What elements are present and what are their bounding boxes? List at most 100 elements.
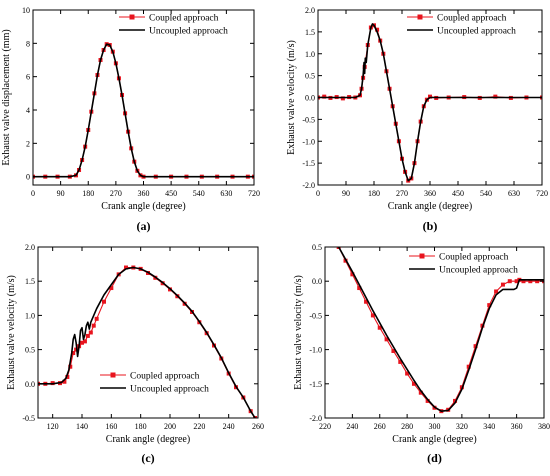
x-tick-label: 0 bbox=[31, 189, 35, 198]
y-tick-label: 0 bbox=[26, 173, 30, 182]
legend-label: Coupled approach bbox=[439, 253, 509, 263]
chart-panel-1: 0 90 180 270 360 450 540 630 720 0 2 4 6 8 10 Crank ang… bbox=[1, 6, 260, 233]
data-point bbox=[528, 279, 533, 284]
series-line-uncoupled bbox=[38, 266, 256, 418]
x-tick-label: 220 bbox=[193, 422, 205, 431]
data-point bbox=[453, 398, 458, 403]
chart-panel-3: 120 140 160 180 200 220 240 260 -0.5 0.0 0.5 1.0 1.5… bbox=[6, 243, 264, 465]
x-tick-label: 380 bbox=[538, 422, 550, 431]
x-tick-label: 450 bbox=[165, 189, 177, 198]
y-tick-label: 2.0 bbox=[25, 243, 35, 252]
y-tick-label: 6 bbox=[26, 73, 30, 82]
x-tick-label: 90 bbox=[57, 189, 65, 198]
data-point bbox=[68, 364, 73, 369]
legend-label: Coupled approach bbox=[149, 14, 219, 24]
y-tick-label: 8 bbox=[26, 39, 30, 48]
y-tick-label: -2.0 bbox=[302, 181, 315, 190]
data-point bbox=[62, 379, 67, 384]
y-tick-label: 1.5 bbox=[305, 28, 315, 37]
y-axis-label: Exhaust valve velocity (m/s) bbox=[293, 275, 304, 390]
x-tick-label: 280 bbox=[401, 422, 413, 431]
x-tick-label: 260 bbox=[252, 422, 264, 431]
data-point bbox=[500, 282, 505, 287]
data-point bbox=[109, 286, 114, 291]
series-group bbox=[33, 42, 254, 179]
legend: Coupled approach Uncoupled approach bbox=[100, 372, 209, 395]
data-point bbox=[85, 333, 90, 338]
legend-label: Uncoupled approach bbox=[149, 27, 228, 37]
x-tick-label: 340 bbox=[483, 422, 495, 431]
y-tick-label: 1.0 bbox=[305, 50, 315, 59]
data-point bbox=[428, 94, 432, 99]
x-tick-label: 240 bbox=[223, 422, 235, 431]
data-point bbox=[493, 94, 498, 99]
data-point bbox=[357, 286, 362, 291]
data-point bbox=[377, 325, 382, 330]
data-point bbox=[322, 94, 327, 99]
x-tick-label: 630 bbox=[220, 189, 232, 198]
data-point bbox=[398, 359, 403, 364]
data-point bbox=[82, 339, 87, 344]
data-point bbox=[375, 27, 380, 32]
y-axis-label: Exhaust valve velocity (m/s) bbox=[286, 40, 297, 155]
legend-label: Uncoupled approach bbox=[130, 385, 209, 395]
x-axis-label: Crank angle (degree) bbox=[106, 434, 190, 445]
x-tick-label: 270 bbox=[110, 189, 122, 198]
y-tick-label: 0.5 bbox=[305, 72, 315, 81]
legend-swatch-marker bbox=[417, 14, 423, 20]
data-point bbox=[466, 364, 471, 369]
legend-swatch-marker bbox=[129, 14, 135, 20]
x-tick-label: 540 bbox=[193, 189, 205, 198]
y-tick-label: -1.0 bbox=[309, 346, 322, 355]
series-line-coupled bbox=[318, 24, 542, 182]
x-tick-label: 180 bbox=[135, 422, 147, 431]
x-tick-label: 140 bbox=[76, 422, 88, 431]
y-axis-label: Exhaust valve displacement (mm) bbox=[1, 29, 12, 165]
y-tick-label: 4 bbox=[26, 106, 30, 115]
data-point bbox=[94, 316, 99, 321]
data-point bbox=[473, 344, 478, 349]
legend-label: Coupled approach bbox=[130, 372, 200, 382]
x-axis-label: Crank angle (degree) bbox=[388, 201, 472, 212]
legend: Coupled approach Uncoupled approach bbox=[409, 253, 518, 276]
x-tick-label: 360 bbox=[424, 189, 436, 198]
series-line-coupled bbox=[38, 266, 256, 418]
data-point bbox=[487, 303, 492, 308]
data-point bbox=[521, 279, 526, 284]
data-point bbox=[71, 351, 76, 356]
y-tick-label: 0.0 bbox=[25, 380, 35, 389]
data-point bbox=[384, 337, 389, 342]
data-point bbox=[364, 299, 369, 304]
series-line-uncoupled bbox=[318, 23, 542, 182]
x-axis-label: Crank angle (degree) bbox=[101, 201, 185, 212]
y-tick-label: -1.5 bbox=[309, 380, 322, 389]
x-tick-label: 540 bbox=[480, 189, 492, 198]
panel-label: (b) bbox=[423, 219, 438, 233]
x-tick-label: 450 bbox=[452, 189, 464, 198]
data-point bbox=[514, 279, 519, 284]
y-tick-label: -2.0 bbox=[309, 414, 322, 423]
series-line-uncoupled bbox=[337, 247, 544, 412]
series-group bbox=[38, 265, 258, 418]
x-tick-label: 120 bbox=[47, 422, 59, 431]
y-tick-label: -1.5 bbox=[302, 159, 315, 168]
data-point bbox=[350, 272, 355, 277]
x-tick-label: 720 bbox=[248, 189, 260, 198]
legend: Coupled approach Uncoupled approach bbox=[119, 14, 228, 37]
x-tick-label: 240 bbox=[346, 422, 358, 431]
series-group bbox=[336, 247, 544, 414]
data-point bbox=[405, 371, 410, 376]
x-tick-label: 270 bbox=[396, 189, 408, 198]
data-point bbox=[102, 299, 106, 304]
y-tick-label: 0.0 bbox=[312, 277, 322, 286]
chart-panel-2: 0 90 180 270 360 450 540 630 720 -2.0 -1.5 -1.0 -0.5… bbox=[286, 6, 548, 233]
x-tick-label: 300 bbox=[429, 422, 441, 431]
x-tick-label: 260 bbox=[374, 422, 386, 431]
x-tick-label: 180 bbox=[82, 189, 94, 198]
y-tick-label: 1.0 bbox=[25, 311, 35, 320]
y-axis-label: Exhaust valve velocity (m/s) bbox=[6, 275, 17, 390]
data-point bbox=[124, 265, 128, 270]
series-group bbox=[318, 23, 542, 183]
data-point bbox=[425, 398, 430, 403]
data-point bbox=[494, 289, 499, 294]
